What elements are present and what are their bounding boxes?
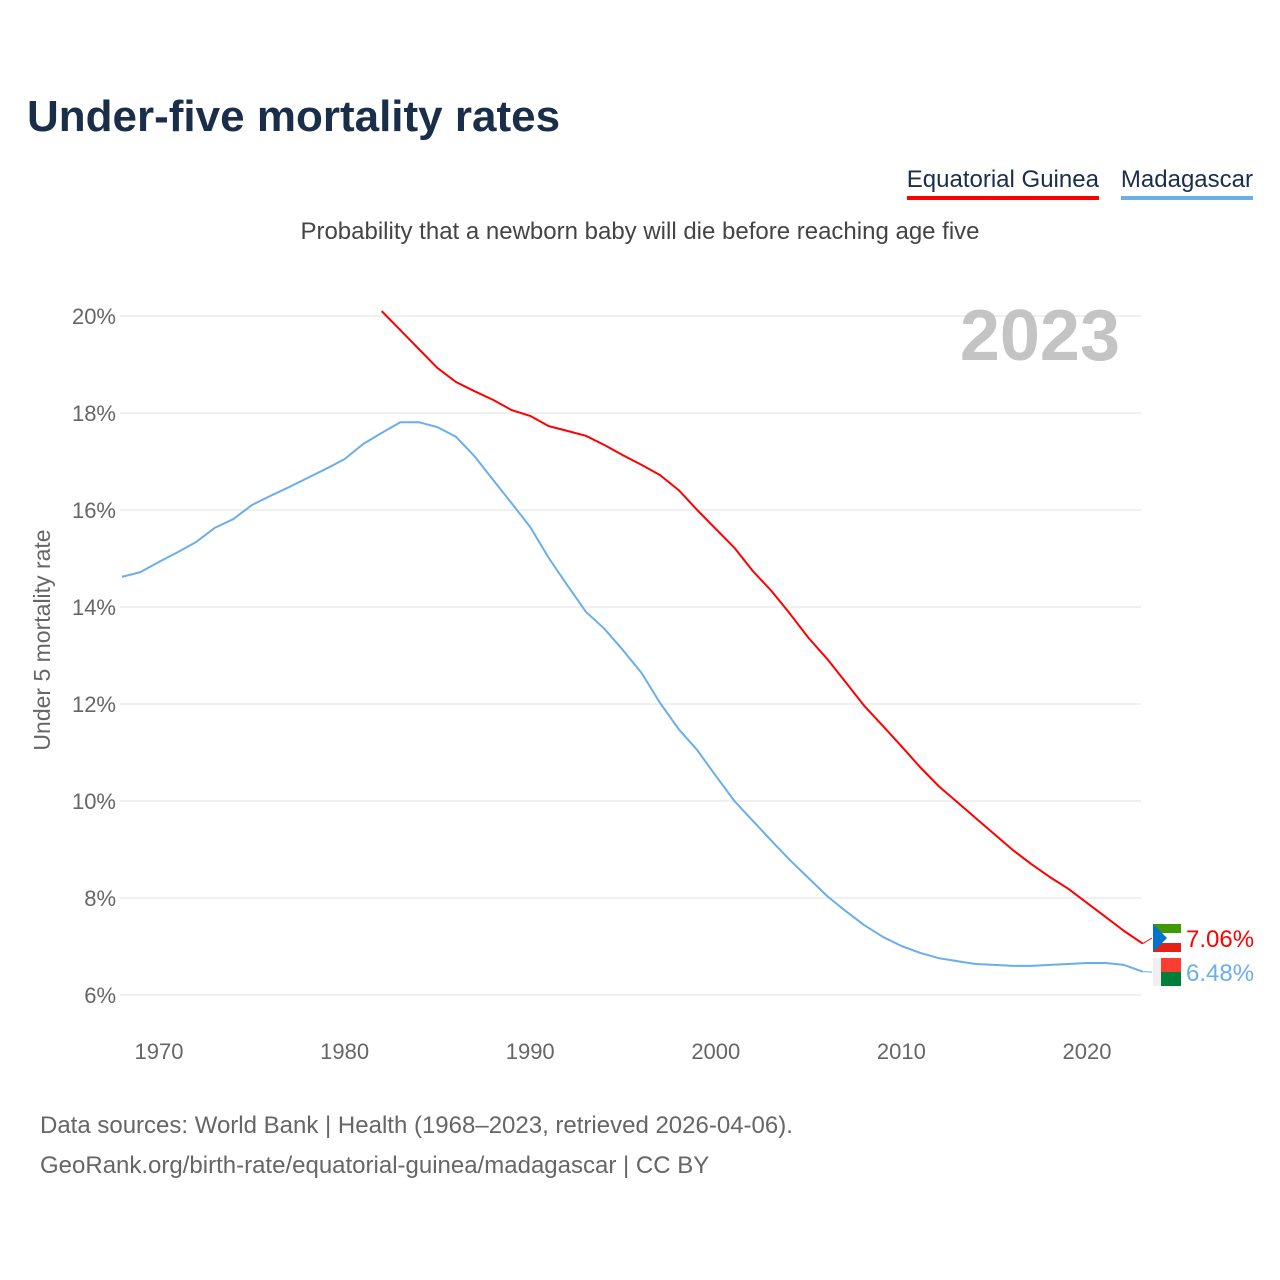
y-tick-label: 6% (84, 983, 116, 1008)
y-tick-label: 14% (72, 595, 116, 620)
end-value-label: 7.06% (1186, 926, 1254, 953)
flag-triangle (1153, 924, 1167, 952)
y-tick-label: 10% (72, 789, 116, 814)
end-connector (1142, 937, 1153, 945)
x-tick-label: 1970 (135, 1039, 184, 1064)
x-tick-label: 2020 (1063, 1039, 1112, 1064)
series-line-madagascar (121, 421, 1144, 973)
x-tick-label: 1980 (320, 1039, 369, 1064)
flag-stripe (1153, 943, 1181, 952)
end-value-label: 6.48% (1186, 960, 1254, 987)
year-watermark: 2023 (960, 296, 1120, 376)
y-axis-label: Under 5 mortality rate (29, 529, 55, 750)
y-tick-label: 8% (84, 886, 116, 911)
footer: Data sources: World Bank | Health (1968–… (40, 1106, 793, 1186)
flag-icon (1153, 958, 1181, 986)
y-tick-label: 18% (72, 401, 116, 426)
flag-stripe (1161, 958, 1181, 972)
flag-stripe (1161, 972, 1181, 986)
x-tick-label: 2000 (691, 1039, 740, 1064)
legend-madagascar[interactable]: Madagascar (1120, 166, 1253, 200)
flag-stripe (1153, 958, 1161, 986)
chart-subtitle: Probability that a newborn baby will die… (300, 218, 980, 245)
series-line-equatorial-guinea (380, 310, 1144, 945)
y-tick-label: 20% (72, 304, 116, 329)
y-tick-label: 16% (72, 498, 116, 523)
y-tick-label: 12% (72, 692, 116, 717)
footer-sources: Data sources: World Bank | Health (1968–… (40, 1112, 793, 1139)
x-tick-label: 1990 (506, 1039, 555, 1064)
x-tick-label: 2010 (877, 1039, 926, 1064)
flag-stripe (1153, 924, 1181, 933)
legend: Equatorial Guinea Madagascar (906, 166, 1253, 200)
legend-equatorial-guinea[interactable]: Equatorial Guinea (906, 166, 1099, 200)
footer-link[interactable]: GeoRank.org/birth-rate/equatorial-guinea… (40, 1152, 710, 1179)
flag-icon (1153, 924, 1181, 952)
chart-title: Under-five mortality rates (27, 92, 561, 141)
